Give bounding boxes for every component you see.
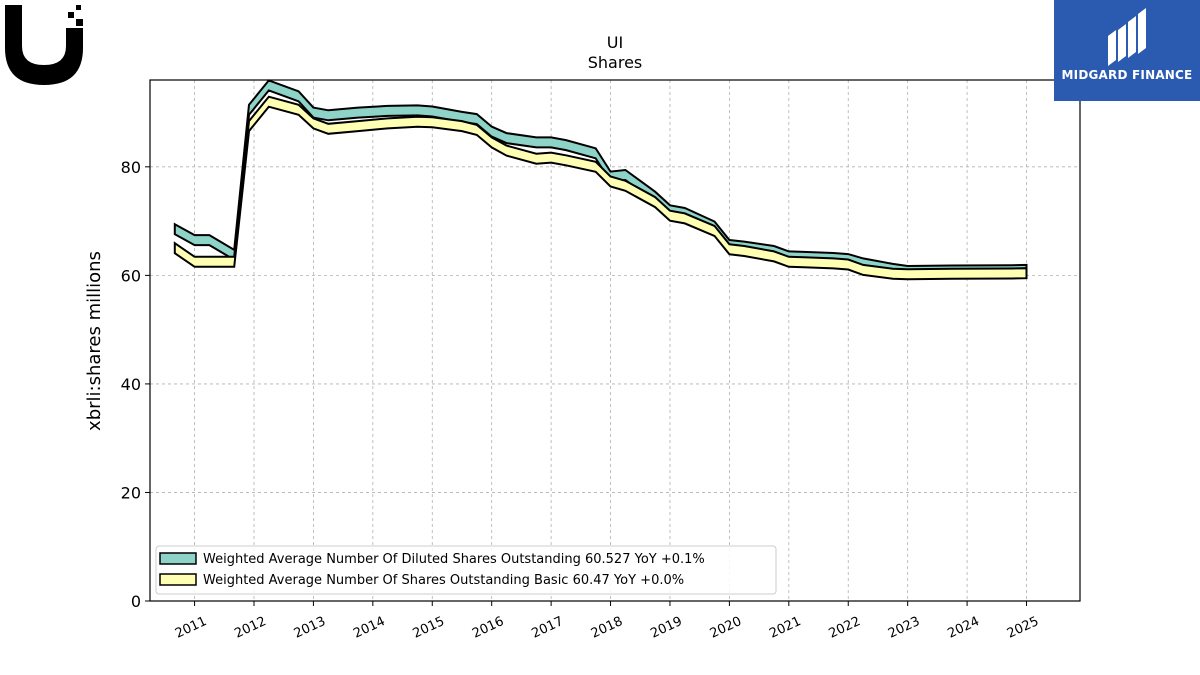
x-tick-label: 2016 xyxy=(470,614,506,642)
x-tick-label: 2015 xyxy=(411,614,447,642)
legend-swatch-0 xyxy=(159,552,197,565)
legend: Weighted Average Number Of Diluted Share… xyxy=(155,545,777,595)
x-tick-label: 2012 xyxy=(232,614,268,642)
y-tick-label: 40 xyxy=(121,375,141,394)
x-tick-label: 2020 xyxy=(708,614,744,642)
y-axis-label: xbrli:shares millions xyxy=(84,251,105,431)
series-band-1 xyxy=(173,95,1028,281)
legend-box xyxy=(155,545,777,595)
series-layer xyxy=(173,79,1028,281)
x-tick-label: 2021 xyxy=(767,614,803,642)
y-tick-label: 20 xyxy=(121,483,141,502)
x-tick-label: 2013 xyxy=(292,614,328,642)
chart-title: UI xyxy=(607,33,623,52)
brand-name: MIDGARD FINANCE xyxy=(1061,68,1193,82)
brand-logo-box: MIDGARD FINANCE xyxy=(1054,0,1200,101)
chart-subtitle: Shares xyxy=(588,53,643,72)
x-tick-label: 2024 xyxy=(945,614,981,642)
x-tick-label: 2023 xyxy=(886,614,922,642)
ubiquiti-u-logo-icon xyxy=(5,5,83,85)
legend-label-1: Weighted Average Number Of Shares Outsta… xyxy=(203,573,684,588)
y-tick-label: 60 xyxy=(121,266,141,285)
x-tick-label: 2017 xyxy=(529,614,565,642)
x-tick-label: 2019 xyxy=(648,614,684,642)
y-tick-label: 0 xyxy=(131,592,141,611)
legend-swatch-1 xyxy=(159,573,197,586)
y-tick-label: 80 xyxy=(121,158,141,177)
x-tick-label: 2011 xyxy=(173,614,209,642)
x-tick-label: 2014 xyxy=(351,614,387,642)
x-tick-label: 2025 xyxy=(1005,614,1041,642)
plot-area xyxy=(150,80,1080,601)
axes-frame xyxy=(149,79,1081,602)
grid-lines xyxy=(150,80,1080,601)
x-tick-label: 2022 xyxy=(827,614,863,642)
midgard-m-icon xyxy=(1108,8,1146,66)
x-tick-label: 2018 xyxy=(589,614,625,642)
legend-label-0: Weighted Average Number Of Diluted Share… xyxy=(203,552,705,567)
